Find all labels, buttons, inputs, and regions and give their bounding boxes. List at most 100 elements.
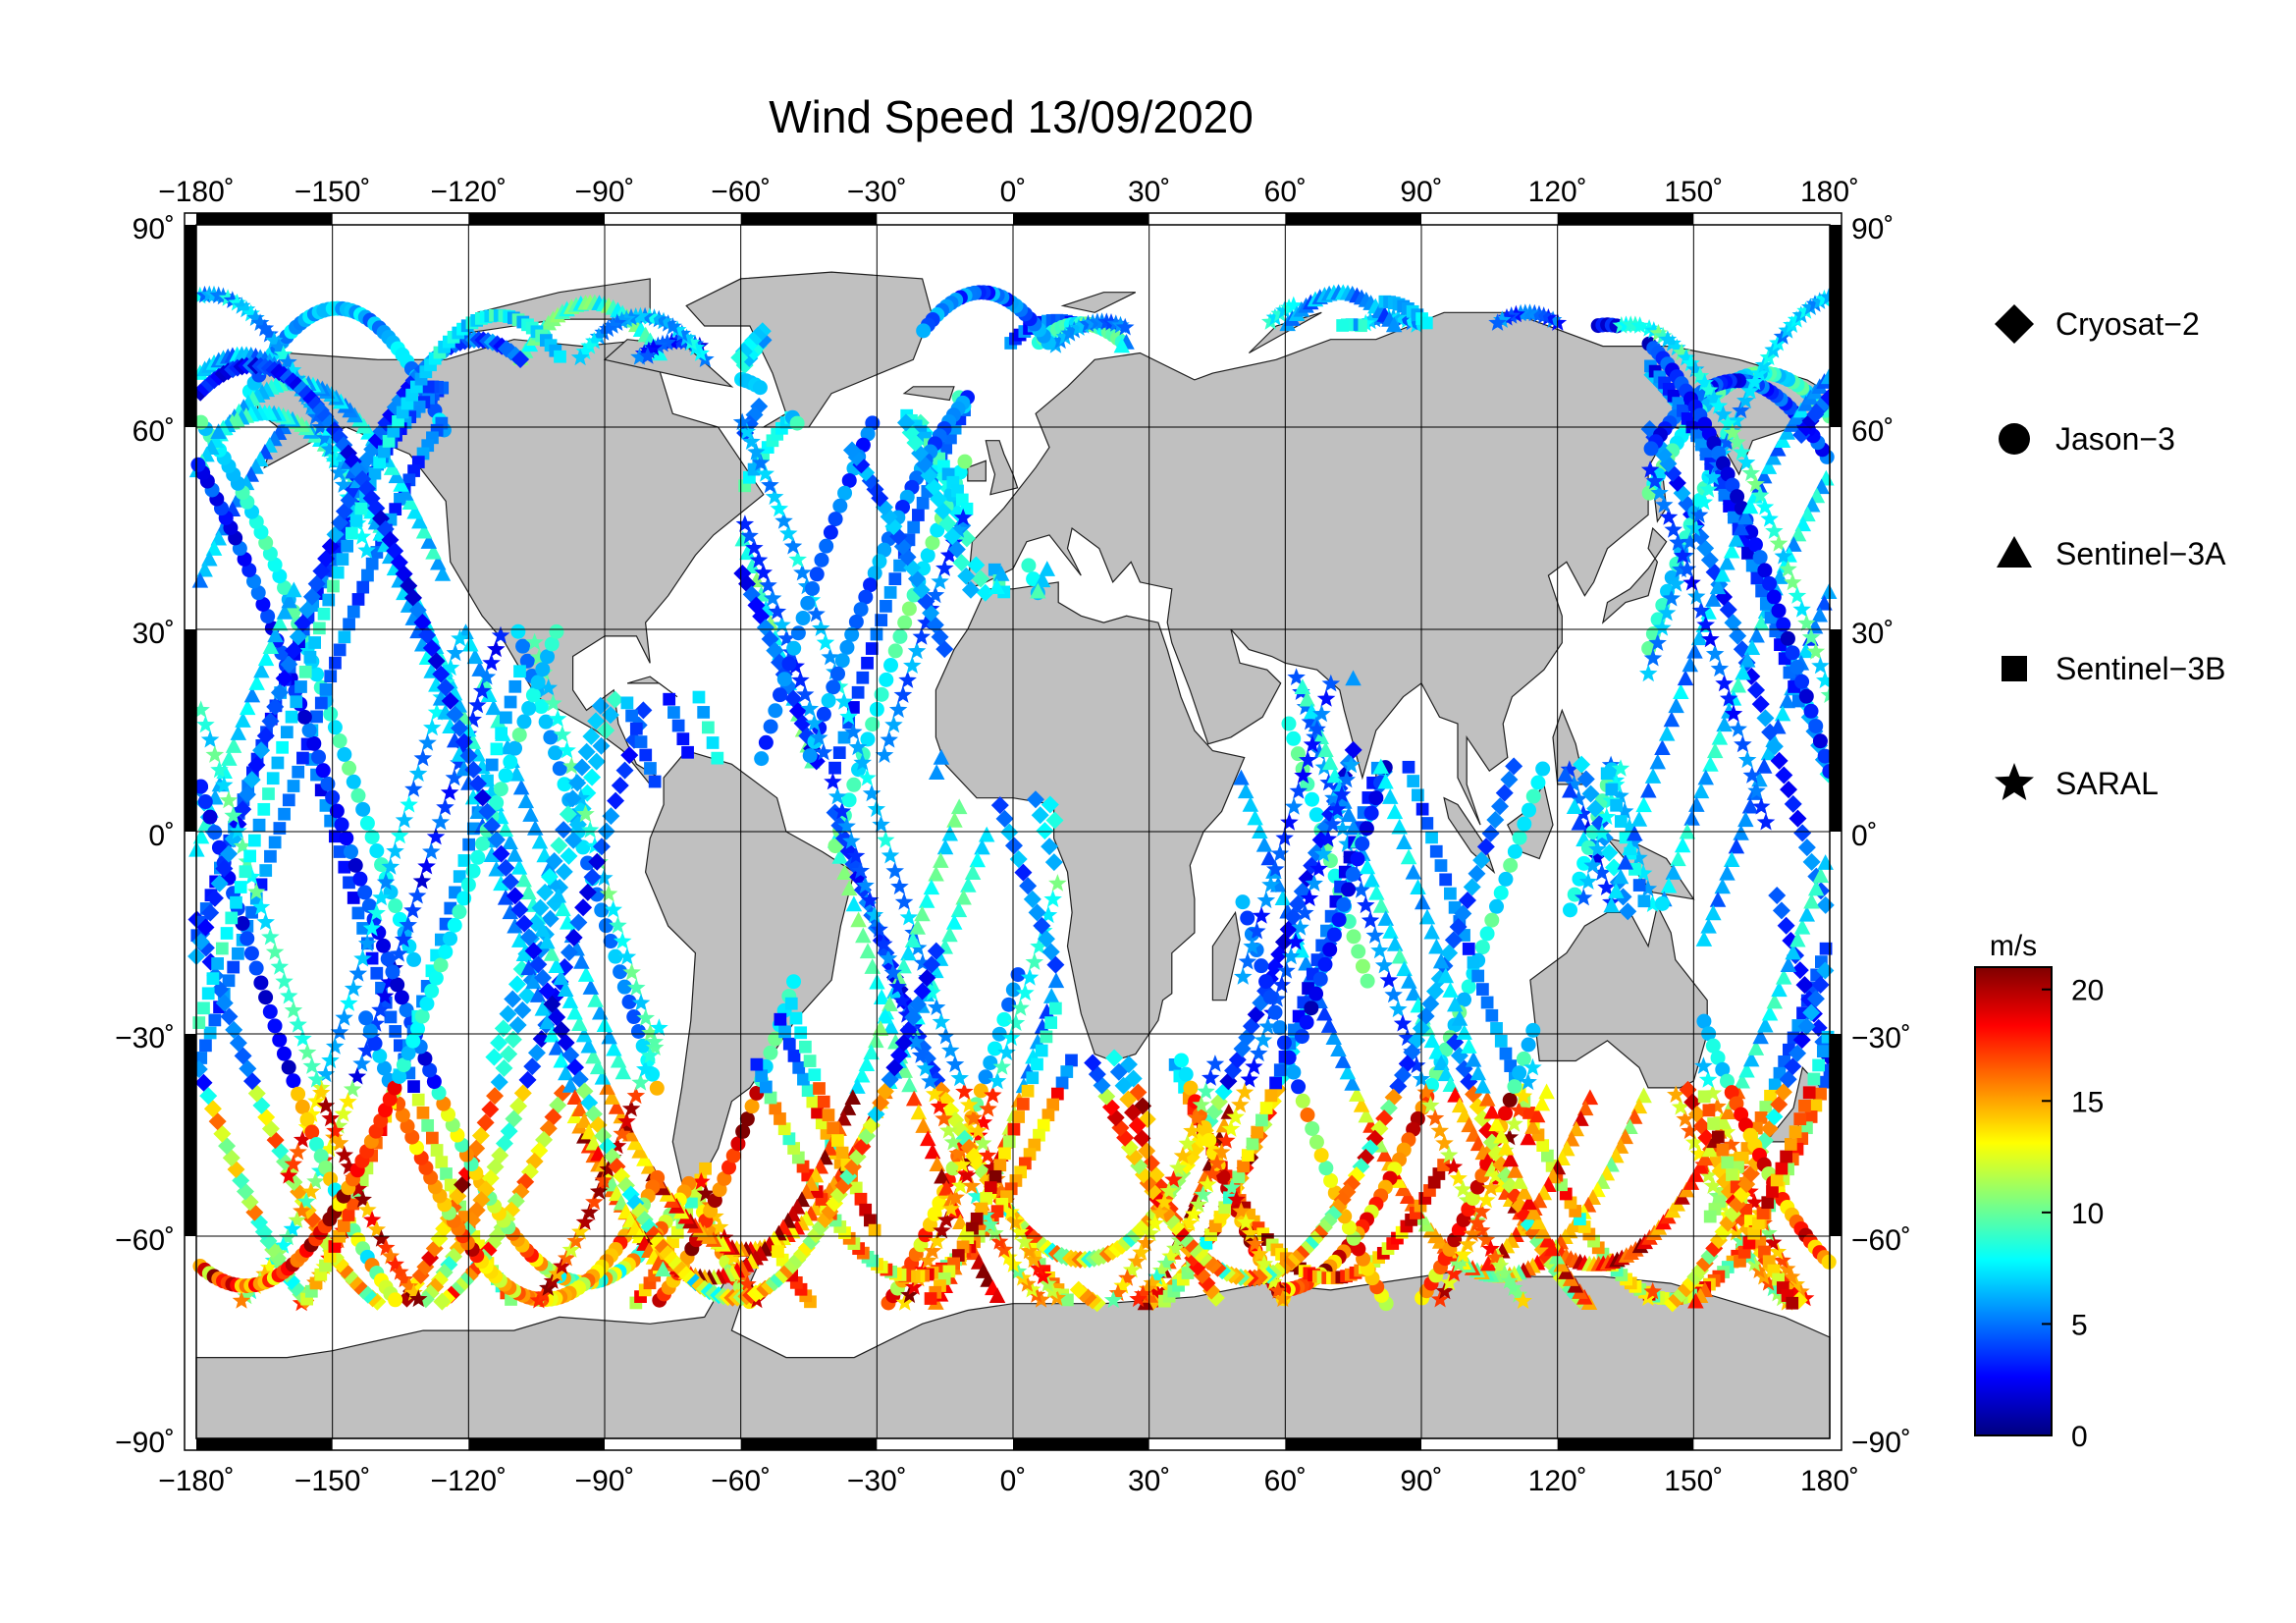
track-point xyxy=(934,502,952,520)
track-point xyxy=(1727,511,1740,524)
track-point xyxy=(1187,1109,1206,1126)
track-point xyxy=(577,742,596,761)
track-point xyxy=(717,1170,732,1186)
lon-tick-top: −150˚ xyxy=(294,176,371,208)
track-point xyxy=(1267,1004,1283,1020)
track-point xyxy=(1648,633,1667,651)
track-point xyxy=(215,942,229,955)
track-point xyxy=(943,1132,963,1151)
track-point xyxy=(199,1039,212,1053)
track-point xyxy=(1650,483,1669,502)
track-point xyxy=(598,918,614,934)
track-point xyxy=(427,652,446,671)
track-point xyxy=(1688,796,1705,812)
track-point xyxy=(576,804,595,823)
track-point xyxy=(194,1073,213,1092)
track-point xyxy=(558,1064,574,1081)
track-point xyxy=(1725,477,1740,493)
track-point xyxy=(201,550,218,567)
track-point xyxy=(849,1078,866,1094)
lat-tick-right: −30˚ xyxy=(1851,1022,1911,1055)
track-point xyxy=(481,1100,500,1118)
track-point xyxy=(571,1101,588,1117)
track-point xyxy=(286,1073,301,1089)
track-point xyxy=(1322,942,1338,957)
track-point xyxy=(207,825,223,840)
track-point xyxy=(1026,1071,1040,1085)
track-point xyxy=(381,1246,400,1265)
track-point xyxy=(872,815,890,833)
track-point xyxy=(266,772,280,785)
lon-tick-top: 30˚ xyxy=(1128,176,1170,208)
track-point xyxy=(1677,348,1696,366)
track-point xyxy=(1235,894,1251,910)
track-point xyxy=(1755,467,1773,484)
track-point xyxy=(913,953,933,971)
track-point xyxy=(721,1160,737,1175)
track-point xyxy=(320,440,340,458)
track-point xyxy=(1746,474,1765,493)
track-point xyxy=(1222,1178,1242,1196)
lat-tick-right: −90˚ xyxy=(1851,1427,1911,1459)
track-point xyxy=(855,927,872,944)
track-point xyxy=(290,695,303,709)
track-point xyxy=(1790,961,1809,980)
track-point xyxy=(522,806,539,822)
track-point xyxy=(1046,1098,1060,1111)
track-point xyxy=(1499,1047,1513,1060)
track-point xyxy=(233,837,252,854)
frame-bar-left xyxy=(185,629,196,832)
track-point xyxy=(645,1038,665,1055)
track-point xyxy=(1305,1120,1320,1136)
track-point xyxy=(1349,1086,1365,1102)
track-point xyxy=(934,1109,953,1127)
track-point xyxy=(1803,703,1819,719)
track-point xyxy=(1705,1038,1721,1054)
track-point xyxy=(1587,848,1607,866)
track-point xyxy=(639,748,653,762)
track-point xyxy=(352,1054,371,1072)
track-point xyxy=(1481,824,1500,842)
track-point xyxy=(291,1086,306,1102)
track-point xyxy=(1041,795,1059,814)
track-point xyxy=(1428,1043,1445,1059)
track-point xyxy=(1645,471,1665,490)
track-point xyxy=(340,994,358,1011)
track-point xyxy=(742,432,761,450)
track-point xyxy=(1728,530,1745,547)
track-point xyxy=(1493,310,1512,328)
track-point xyxy=(1047,972,1065,989)
track-point xyxy=(1105,1049,1124,1067)
track-point xyxy=(1074,316,1093,334)
track-point xyxy=(1472,1202,1491,1220)
track-point xyxy=(992,1057,1012,1075)
track-point xyxy=(311,749,327,765)
track-point xyxy=(1454,904,1472,923)
track-point xyxy=(1109,1062,1128,1081)
track-point xyxy=(613,1124,631,1142)
track-point xyxy=(1410,997,1426,1013)
track-point xyxy=(513,1001,532,1019)
track-point xyxy=(328,1240,342,1253)
track-point xyxy=(1644,768,1662,784)
track-point xyxy=(1325,1029,1342,1046)
track-point xyxy=(544,636,560,652)
track-point xyxy=(316,1096,336,1114)
track-point xyxy=(1667,574,1685,592)
track-point xyxy=(793,563,812,581)
track-point xyxy=(803,1055,817,1067)
track-point xyxy=(853,602,869,618)
track-point xyxy=(988,1071,1007,1090)
track-point xyxy=(1520,1129,1536,1146)
track-point xyxy=(1654,895,1670,911)
track-point xyxy=(1737,750,1757,769)
track-point xyxy=(1734,734,1752,753)
track-point xyxy=(429,554,447,570)
track-point xyxy=(900,945,917,961)
track-point xyxy=(1474,1077,1491,1094)
track-point xyxy=(929,1156,945,1172)
track-point xyxy=(1722,1135,1740,1153)
track-point xyxy=(1578,872,1598,890)
